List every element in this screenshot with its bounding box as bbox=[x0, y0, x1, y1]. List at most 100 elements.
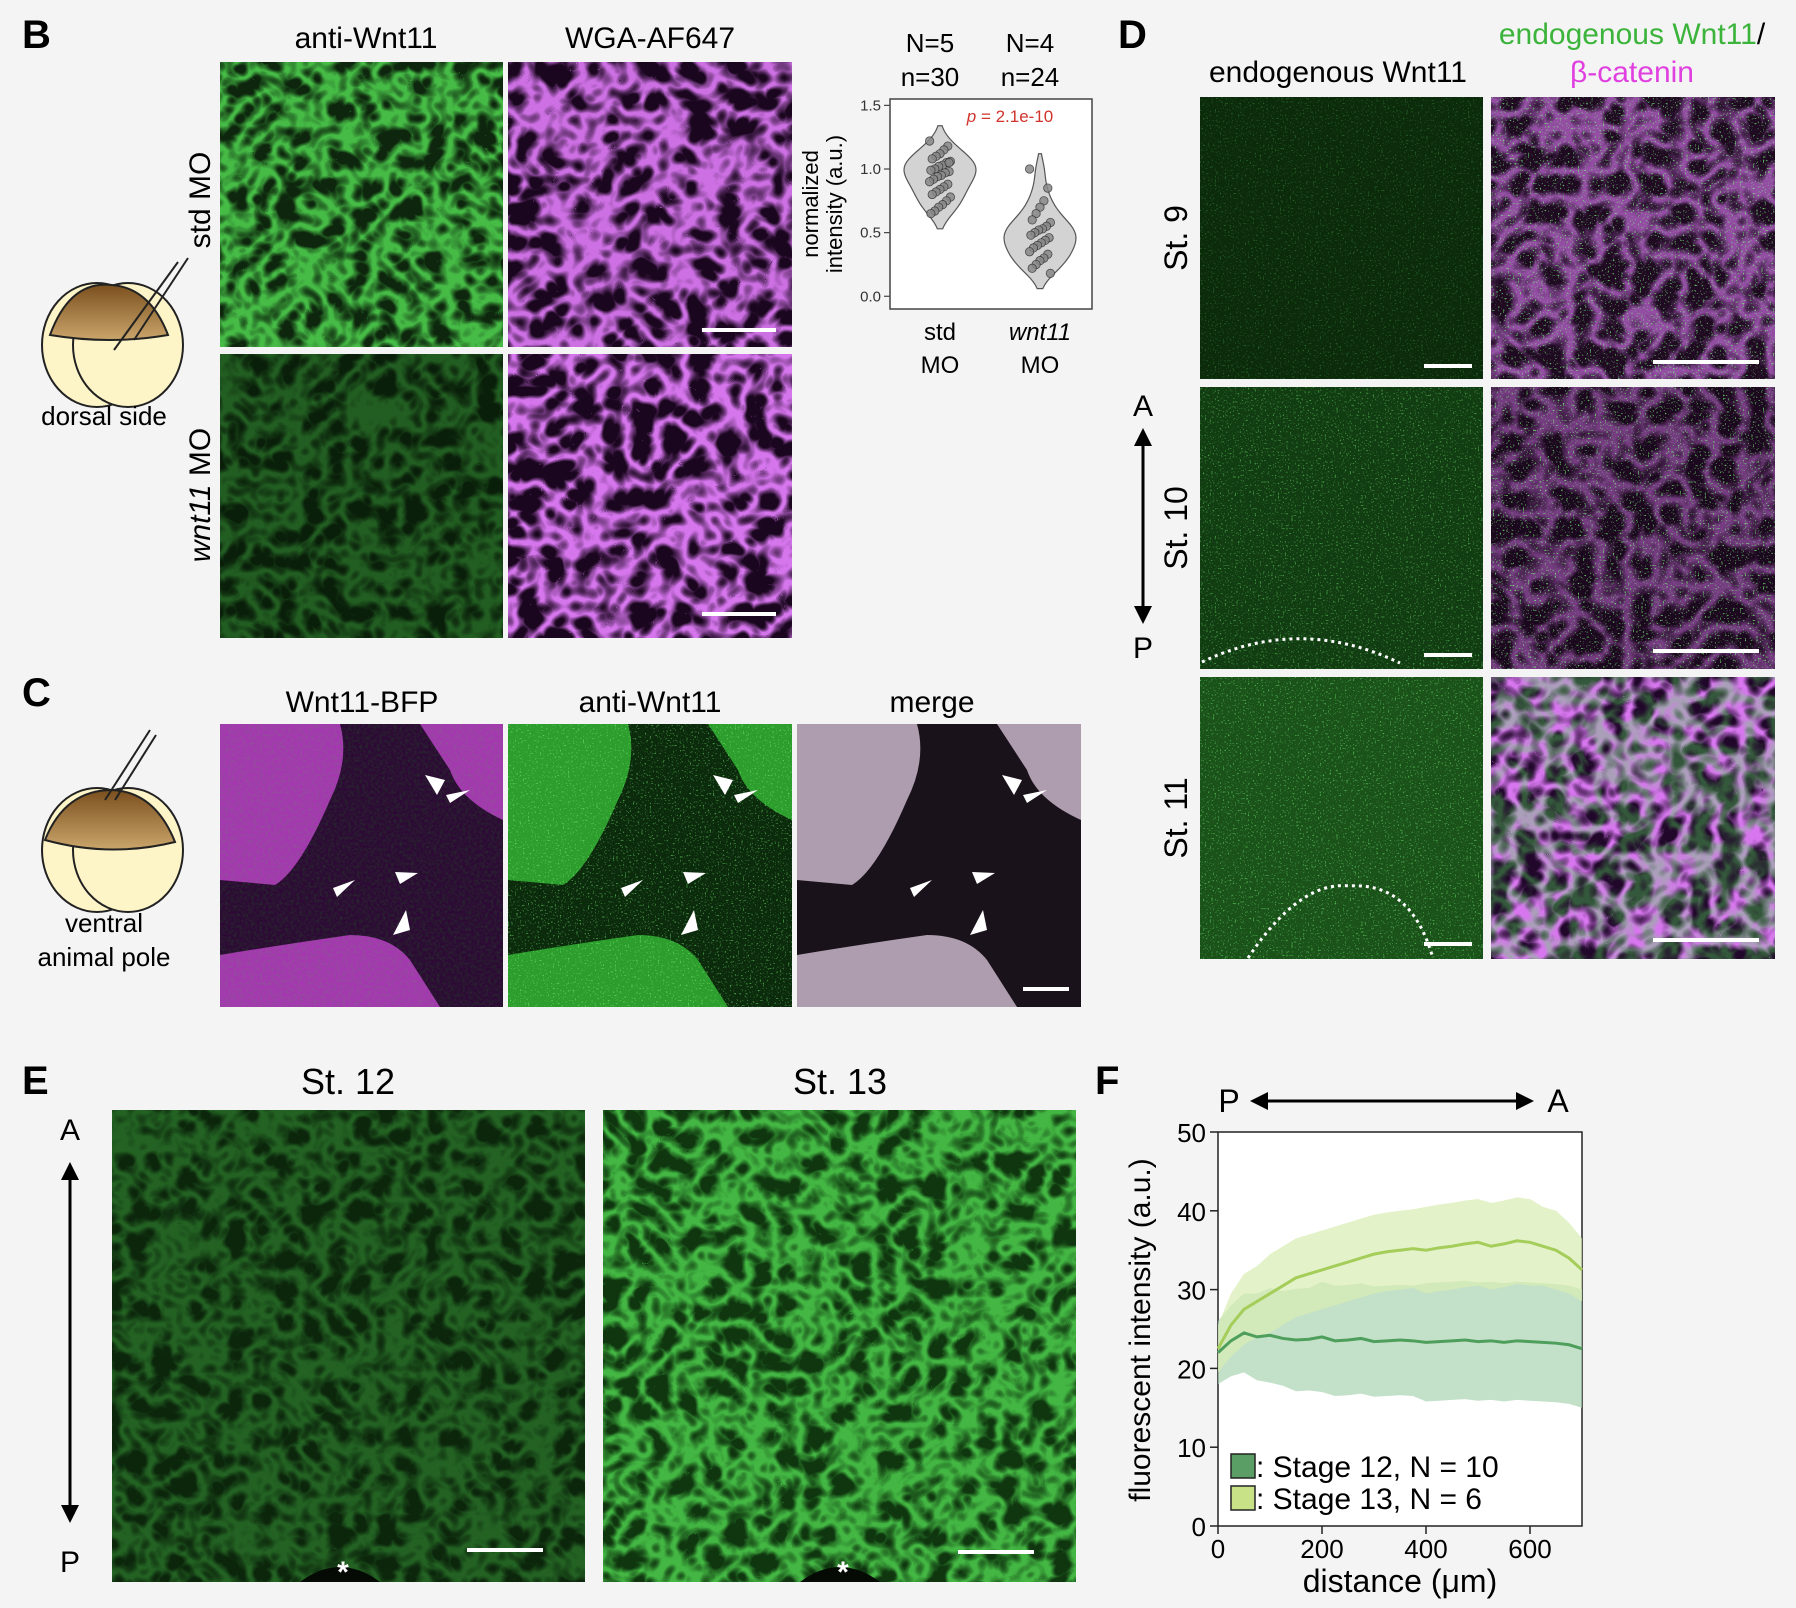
scale-bar bbox=[1424, 653, 1472, 657]
violin-point bbox=[924, 136, 935, 146]
c-image-antiwnt11 bbox=[508, 724, 792, 1007]
f-xlabel: distance (μm) bbox=[1303, 1563, 1497, 1599]
violin-point bbox=[926, 165, 936, 175]
violin-xlabel-2-a: wnt11 bbox=[1009, 319, 1071, 346]
d-row-label-st11: St. 11 bbox=[1158, 777, 1194, 858]
scale-bar bbox=[1653, 938, 1759, 942]
scale-bar bbox=[958, 1550, 1034, 1554]
panel-letter-f: F bbox=[1095, 1059, 1119, 1103]
b-row-label-wnt11: wnt11 MO bbox=[184, 428, 217, 563]
y-tick-label: 10 bbox=[1177, 1433, 1206, 1463]
violin-plot: N=5 n=30 N=4 n=24 p = 2.1e-10 normalized… bbox=[798, 28, 1093, 379]
violin-point bbox=[1045, 268, 1056, 278]
violin-y-tick-label: 1.5 bbox=[860, 97, 881, 114]
panel-letter-e: E bbox=[22, 1059, 49, 1103]
violin-group-1-n: n=30 bbox=[901, 62, 960, 92]
scale-bar bbox=[467, 1548, 543, 1552]
panel-letter-c: C bbox=[22, 671, 51, 715]
arrowhead bbox=[681, 910, 698, 935]
f-axis-label-p: P bbox=[1218, 1083, 1239, 1119]
arrowheads bbox=[333, 775, 1047, 935]
d-image-st10-green bbox=[1200, 387, 1483, 669]
x-tick-label: 600 bbox=[1508, 1534, 1551, 1564]
x-tick-label: 200 bbox=[1300, 1534, 1343, 1564]
arrowhead bbox=[683, 872, 706, 884]
arrowhead bbox=[333, 880, 355, 897]
violin-point bbox=[1027, 263, 1037, 273]
arrowhead bbox=[446, 790, 470, 803]
violin-y-tick-label: 1.0 bbox=[860, 161, 881, 178]
violin-xlabel-1-b: MO bbox=[921, 352, 960, 379]
scale-bar bbox=[1653, 360, 1759, 364]
arrowhead bbox=[970, 910, 987, 935]
panel-letter-b: B bbox=[22, 13, 51, 57]
d-image-st9-green bbox=[1200, 97, 1483, 379]
x-tick-label: 400 bbox=[1404, 1534, 1447, 1564]
embryo-dorsal-icon bbox=[41, 257, 189, 408]
b-row-label-std: std MO bbox=[184, 152, 217, 249]
arrowhead bbox=[425, 775, 445, 795]
scale-bar bbox=[1023, 987, 1069, 991]
d-col-label-2-line2: β-catenin bbox=[1570, 56, 1694, 89]
y-tick-label: 40 bbox=[1177, 1197, 1206, 1227]
panel-f: F P A 0 10 20 30 40 50 0 200 400 600 fluorescent… bbox=[1095, 1059, 1584, 1599]
legend-swatch-stage12 bbox=[1230, 1453, 1256, 1479]
d-axis-label-a: A bbox=[1133, 390, 1153, 423]
d-row-label-st9: St. 9 bbox=[1158, 205, 1194, 271]
e-axis-label-p: P bbox=[60, 1546, 80, 1579]
d-image-st10-merge bbox=[1491, 387, 1775, 669]
embryo-label-dorsal: dorsal side bbox=[41, 401, 167, 431]
scale-bar bbox=[702, 612, 776, 616]
arrowhead bbox=[621, 880, 643, 897]
panel-letter-d: D bbox=[1118, 13, 1147, 57]
arrowhead bbox=[910, 880, 932, 897]
panel-d: D endogenous Wnt11 endogenous Wnt11/ β-c… bbox=[1118, 13, 1775, 959]
embryo-ventral-icon bbox=[41, 729, 184, 913]
b-image-std-wnt11 bbox=[220, 62, 503, 347]
e-axis-label-a: A bbox=[60, 1114, 80, 1147]
d-col-label-2-line1: endogenous Wnt11/ bbox=[1499, 18, 1766, 51]
violin-p-value: p = 2.1e-10 bbox=[966, 107, 1054, 126]
legend-label-stage13: : Stage 13, N = 6 bbox=[1256, 1483, 1482, 1516]
b-image-wnt11-wga bbox=[508, 354, 792, 638]
arrowhead bbox=[734, 790, 758, 803]
legend-label-stage12: : Stage 12, N = 10 bbox=[1256, 1451, 1499, 1484]
scale-bar bbox=[1424, 364, 1472, 368]
d-row-label-st10: St. 10 bbox=[1158, 486, 1194, 570]
panel-c: C Wnt11-BFP anti-Wnt11 merge bbox=[22, 671, 1081, 1007]
line-chart: 0 10 20 30 40 50 0 200 400 600 fluorescent inten… bbox=[1124, 1118, 1584, 1599]
d-ap-arrow bbox=[1134, 428, 1152, 624]
b-image-wnt11-wnt11 bbox=[220, 354, 503, 638]
violin-group-2-n: n=24 bbox=[1001, 62, 1060, 92]
b-col-label-2: WGA-AF647 bbox=[565, 22, 735, 55]
arrowhead bbox=[1023, 790, 1047, 803]
violin-y-tick-label: 0.5 bbox=[860, 225, 881, 242]
violin-point bbox=[1025, 247, 1035, 257]
violin-point bbox=[1027, 215, 1037, 225]
d-col-label-1: endogenous Wnt11 bbox=[1209, 56, 1467, 89]
violin-xlabel-2-b: MO bbox=[1021, 352, 1060, 379]
f-pa-arrow bbox=[1250, 1092, 1534, 1110]
violin-shape-2 bbox=[1003, 153, 1077, 290]
legend-swatch-stage13 bbox=[1230, 1485, 1256, 1511]
b-image-std-wga bbox=[508, 62, 792, 347]
arrowhead bbox=[713, 775, 733, 795]
violin-ylabel-1: normalized bbox=[798, 150, 823, 258]
violin-group-1-N: N=5 bbox=[906, 28, 954, 58]
e-title-st13: St. 13 bbox=[793, 1061, 887, 1102]
y-tick-label: 0 bbox=[1192, 1512, 1206, 1542]
d-axis-label-p: P bbox=[1133, 632, 1153, 665]
violin-xlabel-1-a: std bbox=[924, 319, 956, 346]
e-title-st12: St. 12 bbox=[301, 1061, 395, 1102]
panel-b: B anti-Wnt11 WGA-AF647 std MO wnt11 MO bbox=[22, 13, 1093, 638]
violin-group-2-N: N=4 bbox=[1006, 28, 1054, 58]
series-line-2 bbox=[1216, 1239, 1584, 1350]
embryo-label-ventral-2: animal pole bbox=[38, 942, 171, 972]
violin-point bbox=[926, 208, 936, 219]
arrowhead bbox=[972, 872, 995, 884]
scale-bar bbox=[702, 328, 776, 332]
arrowhead bbox=[393, 910, 410, 935]
y-tick-label: 30 bbox=[1177, 1276, 1206, 1306]
c-col-label-3: merge bbox=[889, 686, 974, 719]
f-legend: : Stage 12, N = 10 : Stage 13, N = 6 bbox=[1230, 1451, 1499, 1516]
